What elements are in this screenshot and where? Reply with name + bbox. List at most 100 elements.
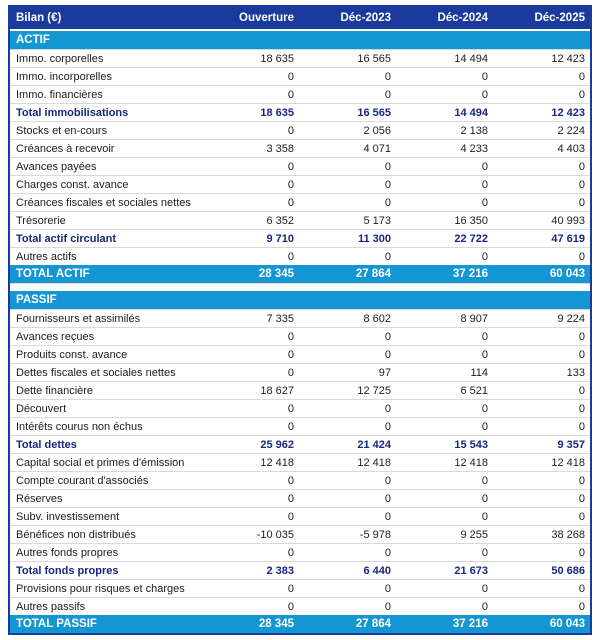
row-label: Subv. investissement (16, 510, 120, 523)
row-value: 0 (481, 70, 488, 83)
row-value: 0 (578, 70, 585, 83)
row-value: 0 (287, 348, 294, 361)
header-divider (10, 29, 590, 31)
row-value: 25 962 (260, 438, 294, 451)
row-value: 0 (287, 600, 294, 613)
table-body: ACTIF Immo. corporelles 18 635 16 565 14 494… (10, 31, 590, 633)
row-value: 0 (578, 402, 585, 415)
row-value: 0 (384, 178, 391, 191)
row-value: -5 978 (359, 528, 391, 541)
row-value: 0 (287, 124, 294, 137)
total-value: 60 043 (549, 268, 585, 280)
section-total-row: TOTAL PASSIF 28 345 27 864 37 216 60 043 (10, 615, 590, 633)
row-value: 0 (287, 492, 294, 505)
total-value: 60 043 (549, 618, 585, 630)
row-value: 0 (287, 88, 294, 101)
table-row: Réserves 0 0 0 0 (10, 489, 590, 507)
row-value: 9 357 (557, 438, 585, 451)
row-value: 14 494 (454, 52, 488, 65)
column-header-dec-2023: Déc-2023 (340, 12, 391, 24)
row-value: 97 (378, 366, 391, 379)
row-value: 0 (578, 546, 585, 559)
row-value: 16 565 (357, 106, 391, 119)
table-row: Immo. corporelles 18 635 16 565 14 494 12 42… (10, 49, 590, 67)
row-value: 0 (384, 582, 391, 595)
row-value: 0 (384, 250, 391, 263)
row-value: 0 (481, 492, 488, 505)
table-row: Dette financière 18 627 12 725 6 521 0 (10, 381, 590, 399)
row-value: 2 138 (460, 124, 488, 137)
row-value: 0 (578, 348, 585, 361)
row-value: 6 521 (460, 384, 488, 397)
row-value: 12 418 (260, 456, 294, 469)
row-value: 0 (578, 196, 585, 209)
row-value: 0 (384, 546, 391, 559)
row-value: 4 403 (557, 142, 585, 155)
table-row: Découvert 0 0 0 0 (10, 399, 590, 417)
row-label: Intérêts courus non échus (16, 420, 143, 433)
table-row: Créances fiscales et sociales nettes 0 0 0 0 (10, 193, 590, 211)
table-row: Total fonds propres 2 383 6 440 21 673 50 68… (10, 561, 590, 579)
row-value: 0 (384, 492, 391, 505)
row-value: 2 224 (557, 124, 585, 137)
table-row: Bénéfices non distribués -10 035 -5 978 9 2… (10, 525, 590, 543)
row-value: 0 (287, 196, 294, 209)
row-label: Découvert (16, 402, 67, 415)
row-value: 38 268 (551, 528, 585, 541)
table-row: Avances payées 0 0 0 0 (10, 157, 590, 175)
table-row: Provisions pour risques et charges 0 0 0 0 (10, 579, 590, 597)
row-value: 0 (287, 474, 294, 487)
table-row: Total immobilisations 18 635 16 565 14 494 1… (10, 103, 590, 121)
row-value: 15 543 (454, 438, 488, 451)
table-row: Total actif circulant 9 710 11 300 22 722 47… (10, 229, 590, 247)
total-label: TOTAL PASSIF (16, 618, 97, 630)
row-label: Autres actifs (16, 250, 77, 263)
total-value: 27 864 (355, 618, 391, 630)
table-row: Créances à recevoir 3 358 4 071 4 233 4 403 (10, 139, 590, 157)
row-value: 0 (384, 600, 391, 613)
row-value: 0 (481, 546, 488, 559)
table-row: Total dettes 25 962 21 424 15 543 9 357 (10, 435, 590, 453)
row-value: 9 710 (266, 232, 294, 245)
row-value: 0 (481, 510, 488, 523)
row-value: 0 (384, 402, 391, 415)
row-label: Avances payées (16, 160, 97, 173)
row-label: Fournisseurs et assimilés (16, 312, 141, 325)
row-value: 0 (481, 88, 488, 101)
row-label: Autres passifs (16, 600, 86, 613)
row-value: 0 (287, 366, 294, 379)
section-header-actif: ACTIF (10, 31, 590, 49)
table-row: Autres actifs 0 0 0 0 (10, 247, 590, 265)
row-value: 0 (287, 402, 294, 415)
row-label: Total fonds propres (16, 564, 119, 577)
row-label: Réserves (16, 492, 63, 505)
row-value: 0 (481, 250, 488, 263)
row-value: 0 (578, 178, 585, 191)
row-label: Total actif circulant (16, 232, 117, 245)
row-value: 0 (287, 330, 294, 343)
row-value: 0 (481, 178, 488, 191)
table-row: Subv. investissement 0 0 0 0 (10, 507, 590, 525)
row-value: 40 993 (551, 214, 585, 227)
row-value: 0 (481, 420, 488, 433)
row-value: 0 (481, 196, 488, 209)
row-value: 9 255 (460, 528, 488, 541)
row-value: 0 (287, 546, 294, 559)
row-value: 6 352 (266, 214, 294, 227)
row-label: Bénéfices non distribués (16, 528, 136, 541)
row-label: Compte courant d'associés (16, 474, 149, 487)
row-value: 12 725 (357, 384, 391, 397)
section-header-passif: PASSIF (10, 291, 590, 309)
row-value: 5 173 (363, 214, 391, 227)
row-value: 12 423 (551, 52, 585, 65)
row-value: 0 (287, 510, 294, 523)
row-label: Trésorerie (16, 214, 66, 227)
table-row: Immo. incorporelles 0 0 0 0 (10, 67, 590, 85)
row-label: Capital social et primes d'émission (16, 456, 185, 469)
row-label: Total immobilisations (16, 106, 129, 119)
section-total-row: TOTAL ACTIF 28 345 27 864 37 216 60 043 (10, 265, 590, 283)
table-row: Intérêts courus non échus 0 0 0 0 (10, 417, 590, 435)
row-label: Dettes fiscales et sociales nettes (16, 366, 176, 379)
table-row: Avances reçues 0 0 0 0 (10, 327, 590, 345)
table-row: Capital social et primes d'émission 12 41… (10, 453, 590, 471)
